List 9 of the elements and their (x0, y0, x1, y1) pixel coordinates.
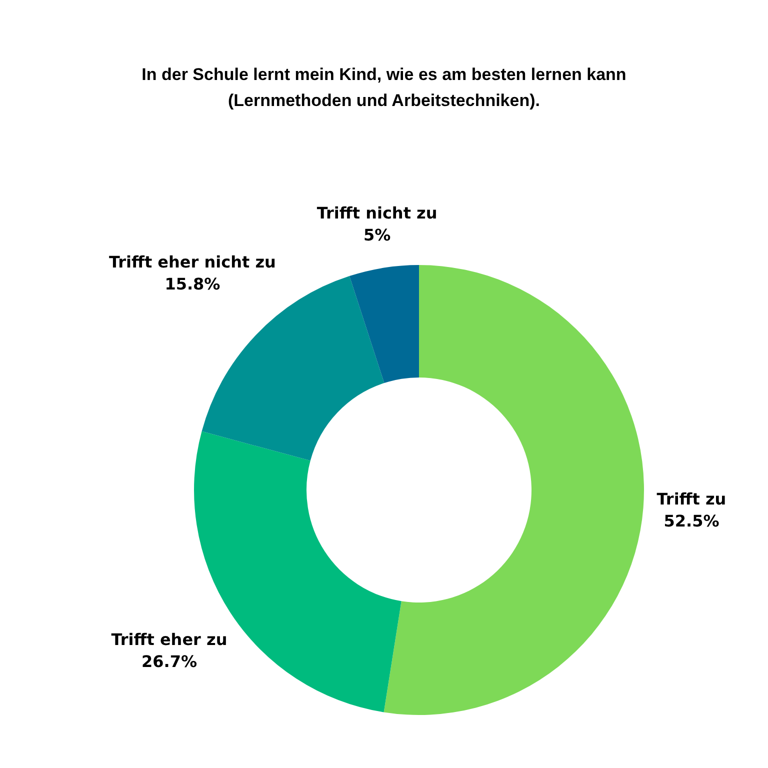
slice-label: Trifft eher nicht zu (108, 252, 276, 272)
data-label: 5% (363, 225, 391, 244)
slice-label: Trifft zu (656, 490, 726, 509)
slice-label: Trifft eher zu (111, 630, 228, 649)
data-label: 15.8% (164, 274, 220, 294)
data-label: 52.5% (664, 512, 720, 531)
slice-label: Trifft nicht zu (316, 203, 438, 222)
data-label: 26.7% (141, 652, 197, 671)
chart-title: In der Schule lernt mein Kind, wie es am besten lernen kann (Lernmethoden und Arbeitstechniken). (140, 64, 628, 112)
